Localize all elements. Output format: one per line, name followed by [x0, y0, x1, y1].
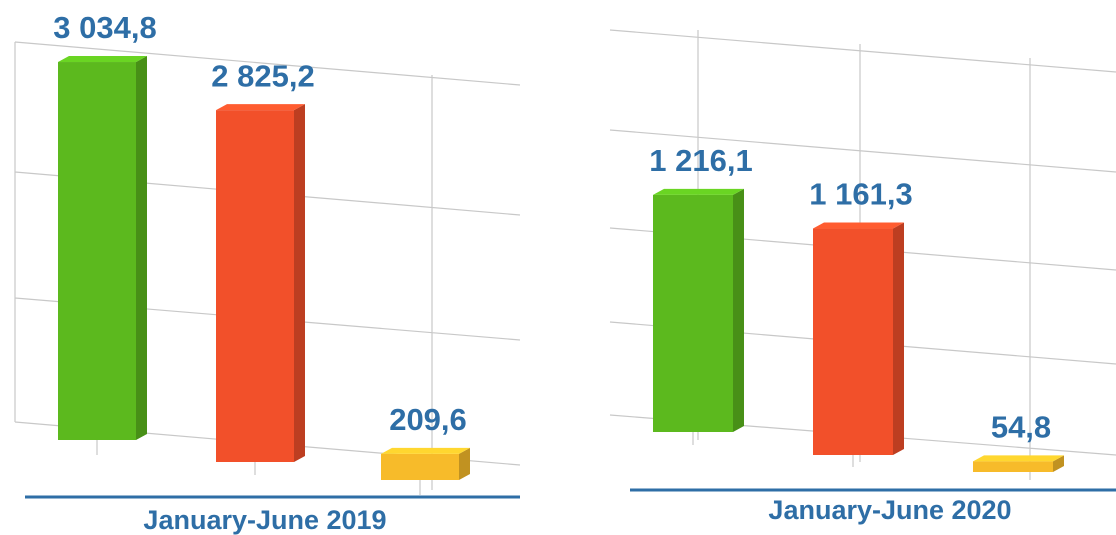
chart-title: January-June 2020: [768, 495, 1011, 525]
bar-top: [381, 447, 470, 454]
bar: [973, 455, 1064, 472]
decor-grid: [14, 29, 1116, 495]
value-label: 1 161,3: [809, 177, 912, 212]
bar: [216, 104, 305, 462]
bar-side: [893, 222, 904, 455]
bar-top: [58, 56, 147, 63]
bar-side: [294, 104, 305, 462]
bar-side: [733, 188, 744, 432]
bar-front: [973, 461, 1053, 472]
bar-side: [136, 56, 147, 441]
bar-side: [459, 447, 470, 480]
value-label: 1 216,1: [649, 143, 752, 178]
bar-top: [216, 104, 305, 111]
bar-top: [973, 455, 1064, 462]
bar-front: [653, 194, 733, 432]
bar-top: [813, 222, 904, 229]
value-label: 2 825,2: [211, 58, 314, 93]
bar-front: [58, 62, 136, 441]
bar: [813, 222, 904, 455]
value-label: 209,6: [389, 402, 467, 437]
bar-side: [1053, 455, 1064, 472]
bar: [58, 56, 147, 441]
bar-front: [216, 110, 294, 462]
value-label: 54,8: [991, 410, 1051, 445]
bar-top: [653, 188, 744, 195]
chart-title: January-June 2019: [143, 505, 386, 535]
bar: [381, 447, 470, 480]
value-label: 3 034,8: [53, 10, 156, 45]
bar-front: [381, 453, 459, 480]
bar-front: [813, 228, 893, 455]
bar: [653, 188, 744, 432]
